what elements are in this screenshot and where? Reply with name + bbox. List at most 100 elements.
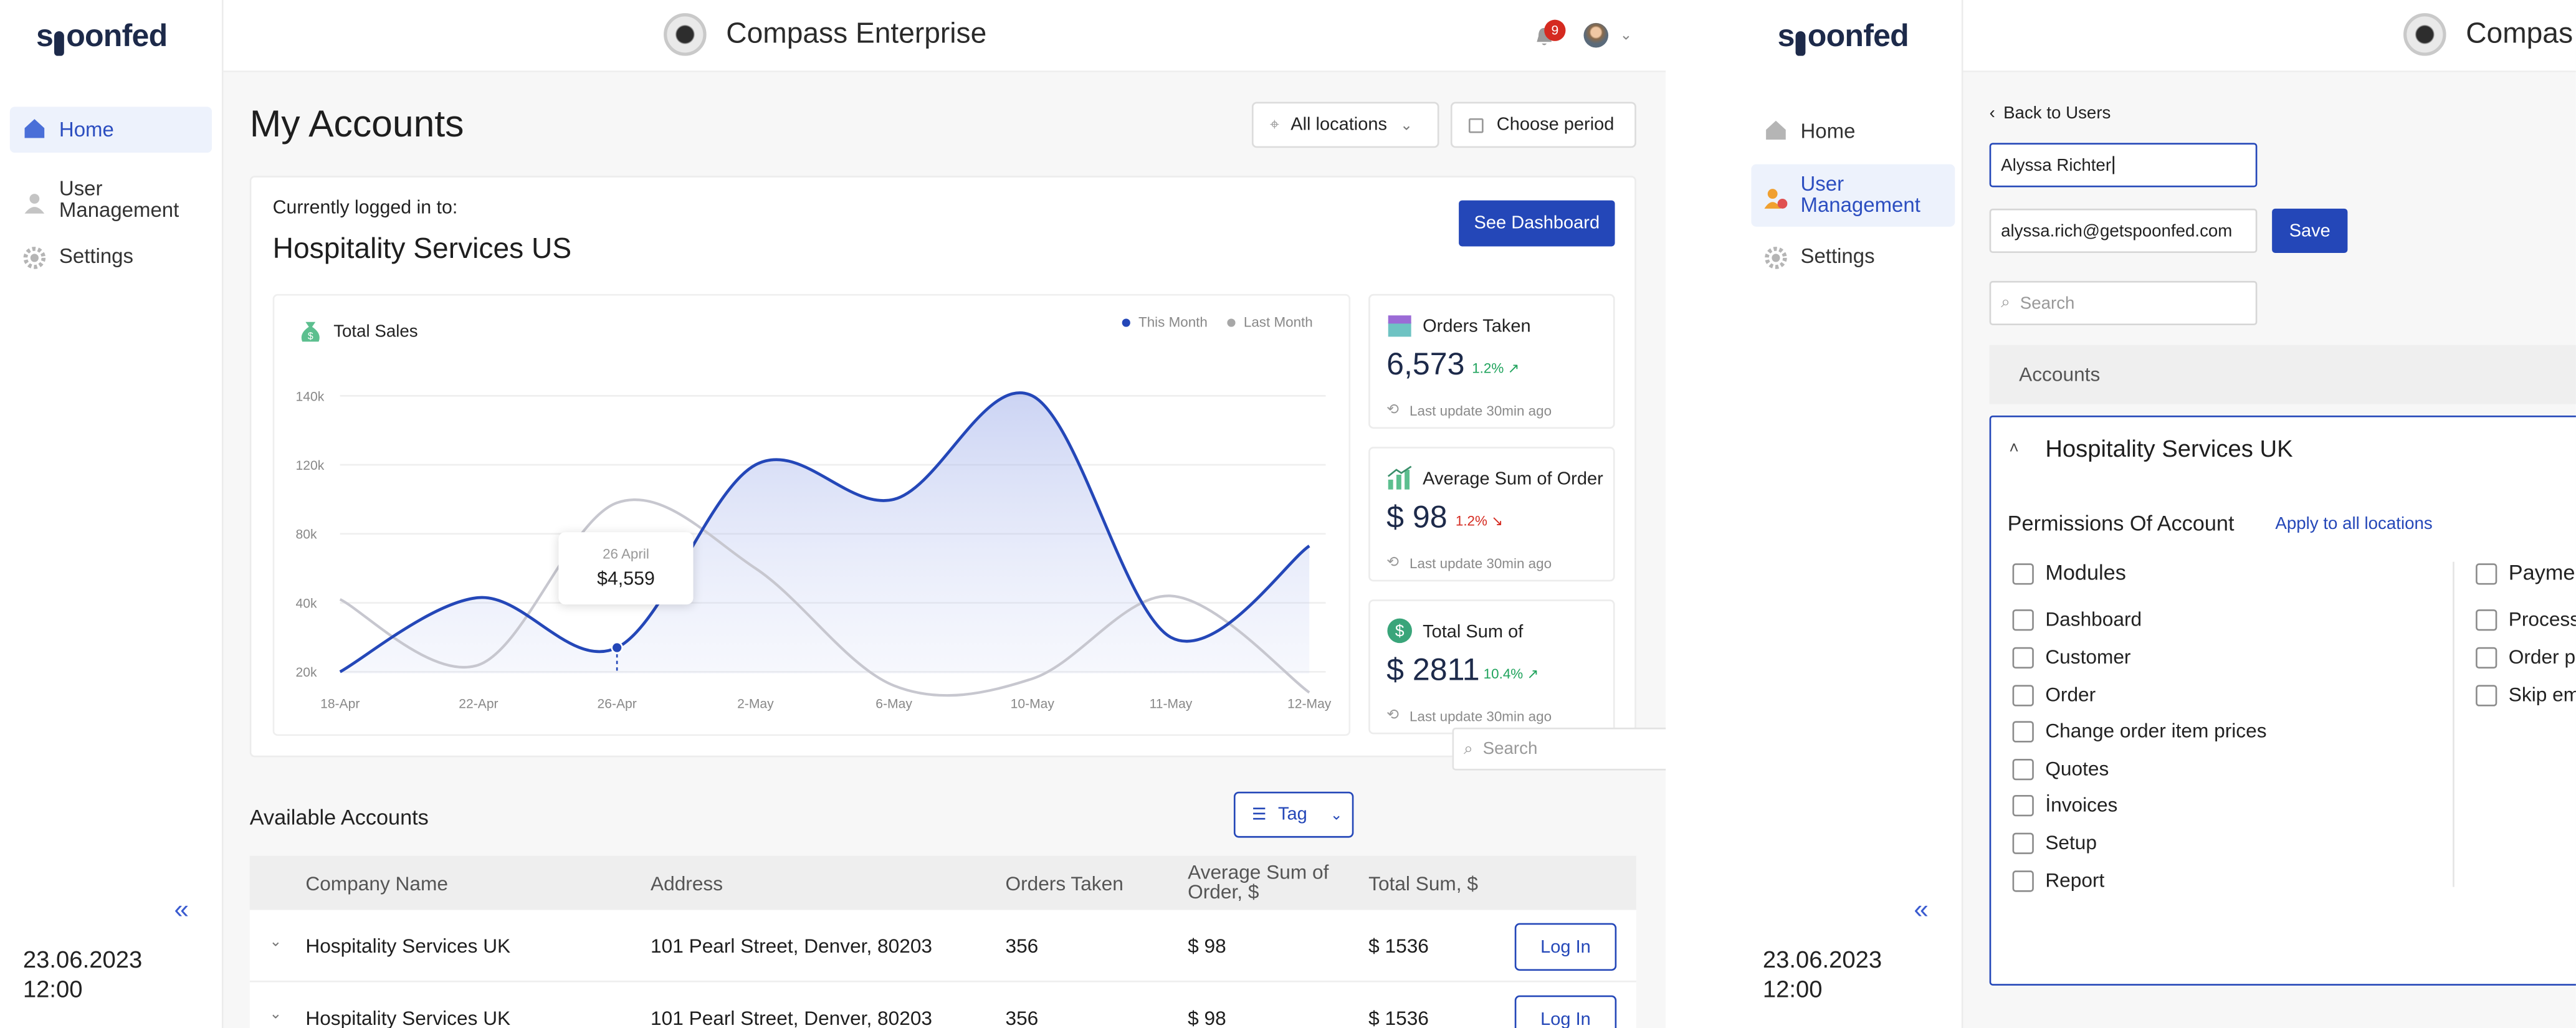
avatar[interactable] [1583,22,1609,48]
sidebar-item-label: User Management [59,177,179,222]
checkbox-skip-em[interactable] [2476,685,2497,707]
current-account-name: Hospitality Services US [272,231,572,265]
stat-value: $ 98 [1386,501,1448,536]
tag-filter-button[interactable]: ☰ Tag ⌄ [1233,791,1354,838]
sidebar-item-label: Home [59,118,114,141]
y-tick-label: 140k [296,389,325,404]
checkbox-process[interactable] [2476,609,2497,631]
y-tick-label: 40k [296,596,317,611]
sidebar-item-home[interactable]: Home [9,107,212,153]
sidebar-item-settings[interactable]: Settings [10,237,212,280]
main-content: Compass Enterprise 9 ⌄ My Accounts ⌖ All… [223,0,1666,1028]
sidebar-2: s oonfed Home User Management Settings « … [1666,0,1963,1028]
checkbox-quotes[interactable] [2012,759,2034,781]
column-orders: Orders Taken [1005,872,1123,895]
last-month-line [339,498,1310,697]
column-average: Average Sum of Order, $ [1188,860,1329,904]
search-input[interactable]: ⌕ Search [1452,727,1666,771]
sidebar-item-user-management[interactable]: User Management [10,169,212,232]
notification-badge: 9 [1544,19,1566,41]
chevron-down-icon: ⌄ [1400,115,1413,133]
location-filter-label: All locations [1290,115,1388,135]
users-icon [24,194,45,214]
trend-down-icon: ↘ [1491,512,1503,529]
checkbox-payments[interactable] [2476,563,2497,585]
checkbox-label: Modules [2045,560,2126,585]
collapse-sidebar-icon[interactable]: « [174,897,189,925]
search-placeholder: Search [2020,293,2075,313]
users-icon [1764,189,1788,209]
accounts-header: Accounts [1989,345,2576,404]
collapse-sidebar-icon[interactable]: « [1914,897,1929,925]
checkbox-report[interactable] [2012,870,2034,892]
checkbox-order[interactable] [2012,685,2034,707]
sidebar-item-settings[interactable]: Settings [1751,237,1955,280]
period-filter[interactable]: Choose period [1450,102,1636,148]
save-button[interactable]: Save [2272,208,2348,254]
table-row[interactable]: ⌄ Hospitality Services UK 101 Pearl Stre… [249,910,1636,983]
y-tick-label: 20k [296,665,317,680]
period-filter-label: Choose period [1496,115,1615,135]
account-permissions-panel: ˄ Hospitality Services UK Permissions Of… [1989,416,2576,986]
legend-dot-this-month [1122,318,1130,326]
checkbox-setup[interactable] [2012,832,2034,854]
dollar-coin-icon: $ [1387,618,1412,644]
x-tick-label: 11-May [1150,697,1193,711]
column-address: Address [651,872,723,895]
checkbox-invoices[interactable] [2012,795,2034,817]
checkbox-order-p[interactable] [2476,647,2497,669]
row-company: Hospitality Services UK [305,1007,511,1028]
checkbox-customer[interactable] [2012,647,2034,669]
checkbox-change-order-item-prices[interactable] [2012,721,2034,743]
checkbox-label: Order [2045,683,2096,707]
checkbox-modules[interactable] [2012,563,2034,585]
row-orders: 356 [1005,935,1039,958]
page-title: My Accounts [249,102,464,145]
stat-card-average: Average Sum of Order $ 98 1.2% ↘ ⟲ Last … [1368,447,1615,582]
user-edit-screen: s oonfed Home User Management Settings « … [1666,0,2576,1028]
x-tick-label: 10-May [1011,697,1055,711]
stat-value: 6,573 [1386,348,1465,383]
money-bag-icon: $ [301,321,320,341]
apply-all-locations-link[interactable]: Apply to all locations [2275,514,2433,534]
gear-icon [23,247,46,269]
checkbox-label: İnvoices [2045,793,2118,817]
checkbox-dashboard[interactable] [2012,609,2034,631]
login-button[interactable]: Log In [1514,995,1617,1028]
sidebar-item-label: Settings [1800,244,1875,268]
x-tick-label: 26-Apr [598,697,637,711]
sidebar: s oonfed Home User Management Settings « … [0,0,224,1028]
stat-updated: Last update 30min ago [1410,555,1552,572]
chevron-down-icon[interactable]: ⌄ [1620,26,1633,43]
x-tick-label: 12-May [1287,697,1332,711]
current-datetime: 23.06.2023 12:00 [23,946,142,1006]
search-placeholder: Search [1482,739,1538,759]
sidebar-item-home[interactable]: Home [1751,108,1955,155]
chevron-down-icon[interactable]: ⌄ [269,933,282,949]
checkbox-label: Customer [2045,645,2131,669]
see-dashboard-button[interactable]: See Dashboard [1459,200,1615,247]
search-input[interactable]: ⌕ Search [1989,280,2258,326]
back-to-users-link[interactable]: ‹ Back to Users [1990,103,2111,123]
name-input[interactable]: Alyssa Richter [1989,143,2258,188]
table-row[interactable]: ⌄ Hospitality Services UK 101 Pearl Stre… [249,982,1636,1028]
sidebar-item-user-management[interactable]: User Management [1751,164,1955,227]
tooltip-value: $4,559 [597,569,655,590]
chevron-up-icon[interactable]: ˄ [2009,440,2019,459]
stat-updated: Last update 30min ago [1410,708,1552,725]
email-input[interactable]: alyssa.rich@getspoonfed.com [1989,208,2258,254]
location-pin-icon: ⌖ [1269,115,1279,134]
chevron-down-icon[interactable]: ⌄ [269,1005,282,1022]
stat-value: $ 2811 [1386,654,1480,688]
company-seal-icon [664,13,707,56]
login-button[interactable]: Log In [1514,923,1617,971]
checkbox-label: Dashboard [2045,607,2142,631]
tag-button-label: Tag [1278,804,1307,825]
legend-dot-last-month [1227,318,1236,326]
location-filter[interactable]: ⌖ All locations ⌄ [1251,102,1439,148]
email-value: alyssa.rich@getspoonfed.com [2001,221,2233,241]
refresh-icon: ⟲ [1386,706,1400,723]
column-company: Company Name [305,872,448,895]
stat-change: 1.2% ↗ [1472,359,1520,376]
